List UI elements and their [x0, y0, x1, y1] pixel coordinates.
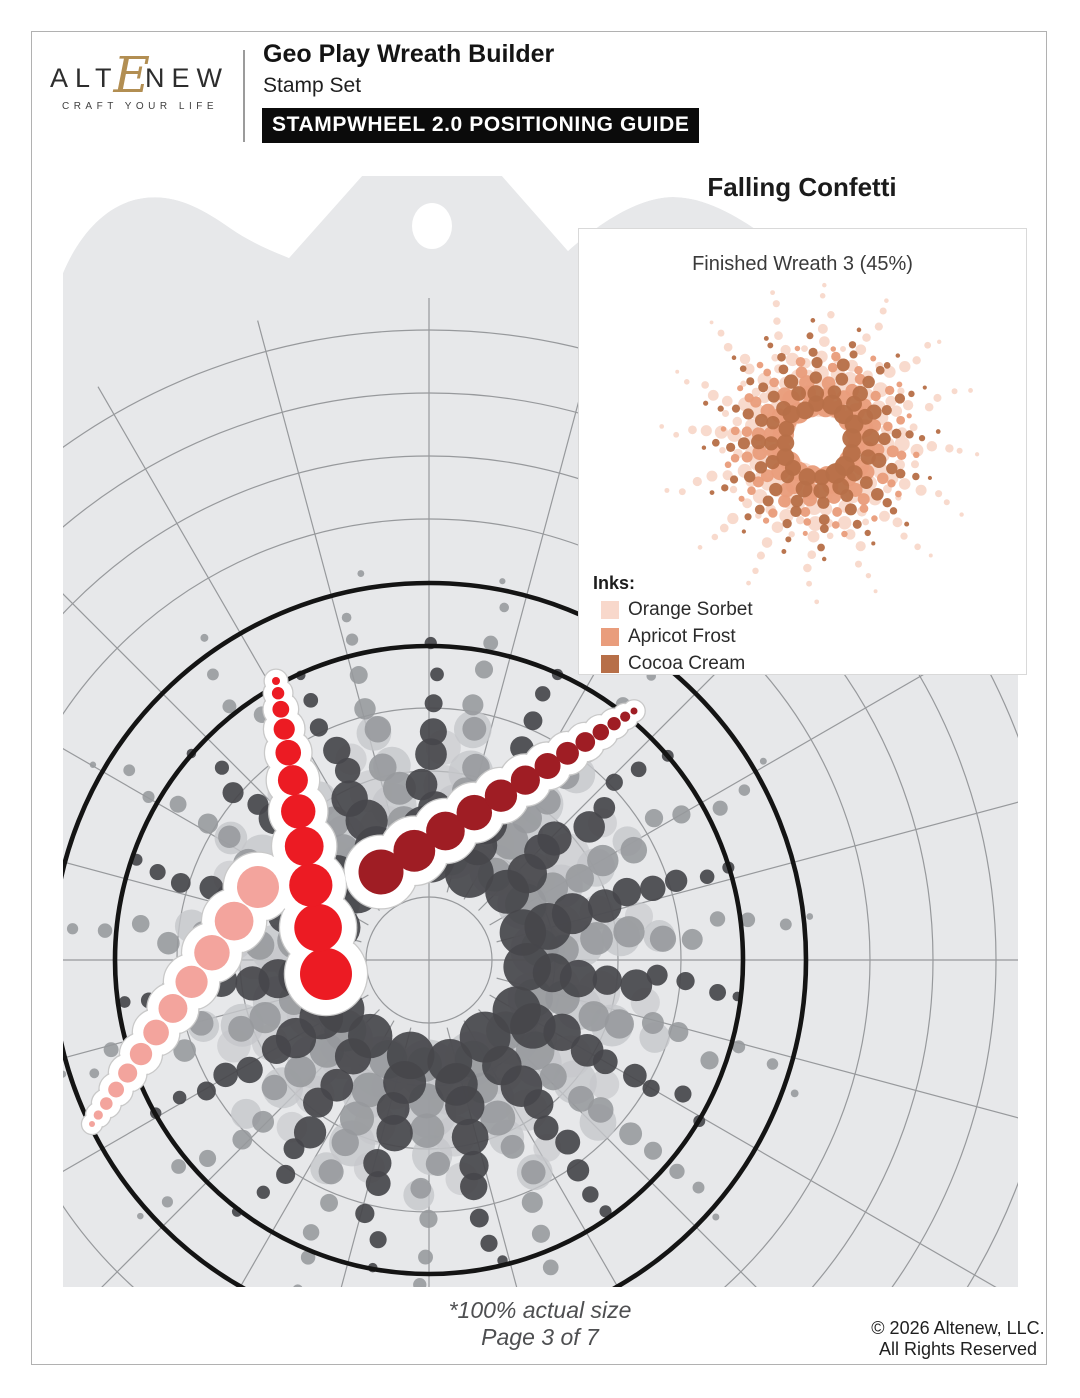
wreath-name-heading: Falling Confetti: [707, 172, 897, 202]
ink-name: Cocoa Cream: [628, 653, 746, 674]
finished-wreath-panel: Finished Wreath 3 (45%) Inks: Orange Sor…: [578, 228, 1027, 675]
logo-script-e-icon: E: [113, 46, 151, 104]
copyright: © 2026 Altenew, LLC. All Rights Reserved: [860, 1318, 1056, 1360]
logo-text-left: ALT: [50, 63, 119, 93]
page-number: Page 3 of 7: [481, 1324, 599, 1350]
inks-legend-title: Inks:: [593, 573, 636, 593]
doc-title: Geo Play Wreath Builder: [263, 40, 555, 68]
ink-name: Orange Sorbet: [628, 599, 753, 620]
header-divider: [243, 50, 245, 142]
ink-name: Apricot Frost: [628, 626, 736, 647]
actual-size-note: *100% actual size: [448, 1297, 632, 1323]
copyright-line2: All Rights Reserved: [878, 1339, 1038, 1359]
legend-row: Orange Sorbet: [601, 599, 753, 621]
doc-subtitle: Stamp Set: [263, 74, 362, 97]
footnote: *100% actual size Page 3 of 7: [0, 1297, 1080, 1351]
logo-tagline: CRAFT YOUR LIFE: [61, 101, 219, 112]
altenew-logo: ALTENEW CRAFT YOUR LIFE: [50, 50, 226, 112]
logo-text-right: NEW: [145, 63, 230, 93]
copyright-line1: © 2026 Altenew, LLC.: [871, 1318, 1045, 1338]
legend-row: Cocoa Cream: [601, 653, 753, 675]
logo-wordmark: ALTENEW: [50, 50, 230, 100]
legend-row: Apricot Frost: [601, 626, 753, 648]
finished-wreath-label: Finished Wreath 3 (45%): [692, 253, 913, 275]
finished-wreath-graphic: [659, 282, 980, 605]
ink-swatch-orange-sorbet: [601, 601, 619, 619]
positioning-guide-banner: STAMPWHEEL 2.0 POSITIONING GUIDE: [262, 108, 700, 143]
ink-swatch-apricot-frost: [601, 628, 619, 646]
ink-swatch-cocoa-cream: [601, 655, 619, 673]
inks-legend: Inks: Orange Sorbet Apricot Frost Cocoa …: [593, 573, 753, 680]
